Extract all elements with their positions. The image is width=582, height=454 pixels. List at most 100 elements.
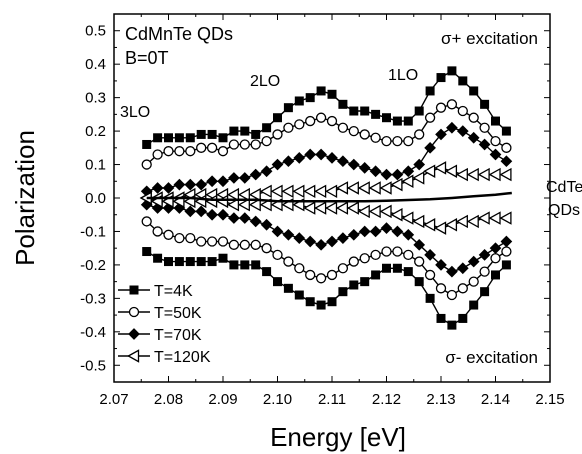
data-point [270, 184, 283, 199]
data-point [316, 300, 326, 310]
data-point [228, 172, 240, 184]
data-point [240, 260, 250, 270]
data-point [305, 269, 316, 281]
data-point [142, 139, 152, 149]
data-point [369, 225, 382, 238]
data-point [229, 126, 239, 136]
data-point [315, 112, 327, 123]
data-point [478, 138, 491, 151]
data-point [141, 159, 152, 170]
data-point [304, 148, 317, 161]
data-point [185, 146, 196, 157]
data-point [357, 181, 370, 195]
data-point [327, 297, 337, 307]
data-point [347, 158, 360, 171]
data-point [491, 270, 500, 280]
data-point [229, 260, 239, 270]
data-point [456, 262, 469, 275]
data-point [346, 201, 359, 215]
data-point [184, 178, 197, 191]
data-point [260, 218, 273, 231]
series-t-120k [139, 161, 512, 235]
data-point [262, 267, 272, 277]
data-point [294, 119, 305, 130]
data-point [314, 201, 327, 215]
data-point [283, 283, 293, 293]
annotation-ref-line2: QDs [548, 202, 580, 219]
data-point [370, 132, 381, 143]
data-point [371, 109, 381, 119]
data-point [293, 232, 306, 244]
data-point [327, 89, 337, 99]
data-point [412, 171, 425, 185]
data-point [260, 165, 273, 178]
data-point [392, 246, 403, 257]
data-point [261, 243, 272, 254]
data-point [360, 277, 370, 287]
data-point [196, 236, 207, 247]
data-point [338, 287, 348, 297]
legend-marker [127, 349, 140, 363]
x-tick-label: 2.11 [318, 391, 346, 408]
data-point [206, 236, 218, 247]
data-point [390, 177, 403, 192]
data-point [196, 129, 206, 139]
data-point [348, 256, 359, 267]
legend-marker [129, 285, 139, 295]
data-point [390, 207, 403, 222]
data-point [262, 123, 272, 133]
data-point [173, 178, 186, 191]
annotation-1lo: 1LO [388, 67, 418, 84]
data-point [240, 126, 250, 136]
y-tick-label: 0.4 [85, 56, 106, 73]
data-point [446, 121, 458, 134]
x-tick-label: 2.09 [208, 391, 237, 408]
data-point [391, 225, 404, 238]
series-line-y-minus [146, 220, 507, 296]
data-point [446, 289, 458, 301]
data-point [251, 129, 261, 139]
data-point [402, 165, 415, 178]
data-point [217, 236, 229, 247]
data-point [349, 280, 359, 290]
annotation-sigma-plus: σ+ excitation [441, 29, 538, 48]
data-point [479, 122, 490, 133]
data-point [446, 265, 458, 278]
data-point [423, 164, 436, 178]
data-point [152, 226, 163, 237]
data-point [217, 146, 229, 157]
legend-label: T=4K [154, 283, 193, 300]
annotation-field: B=0T [125, 48, 169, 68]
series-t-70k [140, 121, 513, 278]
data-point [501, 246, 512, 257]
data-point [141, 216, 152, 227]
data-point [250, 239, 261, 250]
data-point [414, 256, 425, 267]
data-point [305, 93, 315, 103]
data-point [357, 204, 370, 219]
data-point [163, 229, 174, 240]
data-point [392, 135, 403, 147]
data-point [152, 149, 163, 160]
data-point [238, 172, 251, 184]
data-point [480, 99, 490, 109]
data-point [195, 178, 208, 191]
data-point [325, 184, 338, 199]
data-point [359, 129, 370, 140]
data-point [294, 263, 305, 274]
y-tick-label: 0.1 [85, 157, 106, 174]
data-point [500, 155, 513, 168]
data-point [346, 181, 359, 195]
legend-marker [128, 328, 140, 340]
data-point [273, 277, 282, 287]
series-line-y-minus [146, 204, 507, 273]
data-point [412, 214, 425, 229]
data-point [434, 221, 447, 235]
data-point [380, 222, 393, 234]
data-point [303, 201, 316, 215]
data-point [403, 135, 414, 147]
data-point [250, 139, 261, 150]
data-point [326, 269, 338, 281]
data-point [218, 133, 228, 143]
